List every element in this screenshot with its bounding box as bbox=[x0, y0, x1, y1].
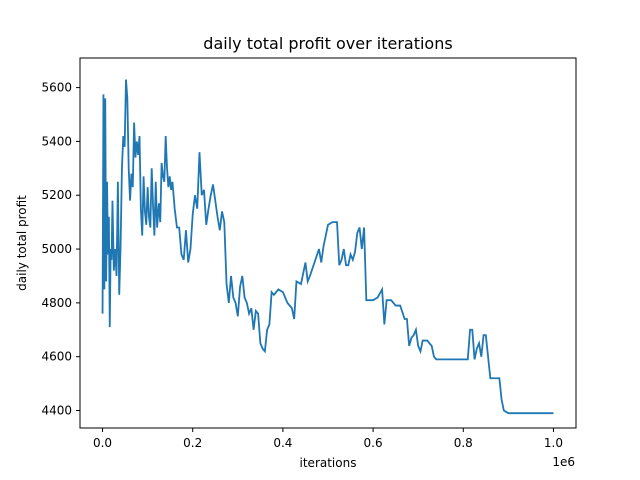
x-tick-label: 0.6 bbox=[364, 436, 383, 450]
y-tick-label: 5200 bbox=[41, 188, 72, 202]
x-tick-label: 0.2 bbox=[183, 436, 202, 450]
y-axis-label: daily total profit bbox=[15, 195, 29, 291]
x-axis-label: iterations bbox=[300, 456, 357, 470]
plot-frame bbox=[79, 57, 577, 429]
y-tick-label: 4800 bbox=[41, 296, 72, 310]
x-tick-label: 0.0 bbox=[93, 436, 112, 450]
profit-series-line bbox=[101, 79, 554, 415]
x-tick-label: 0.4 bbox=[273, 436, 292, 450]
x-axis-ticks: 0.0 0.2 0.4 0.6 0.8 1.0 bbox=[93, 428, 563, 450]
y-tick-label: 4600 bbox=[41, 350, 72, 364]
x-tick-label: 0.8 bbox=[454, 436, 473, 450]
y-tick-label: 5400 bbox=[41, 134, 72, 148]
chart-title: daily total profit over iterations bbox=[203, 34, 452, 53]
y-tick-label: 5600 bbox=[41, 81, 72, 95]
y-tick-label: 4400 bbox=[41, 404, 72, 418]
y-axis-ticks: 4400 4600 4800 5000 5200 5400 5600 bbox=[41, 81, 80, 418]
x-tick-label: 1.0 bbox=[544, 436, 563, 450]
x-offset-label: 1e6 bbox=[552, 455, 575, 469]
y-tick-label: 5000 bbox=[41, 242, 72, 256]
series-layer bbox=[101, 79, 554, 415]
